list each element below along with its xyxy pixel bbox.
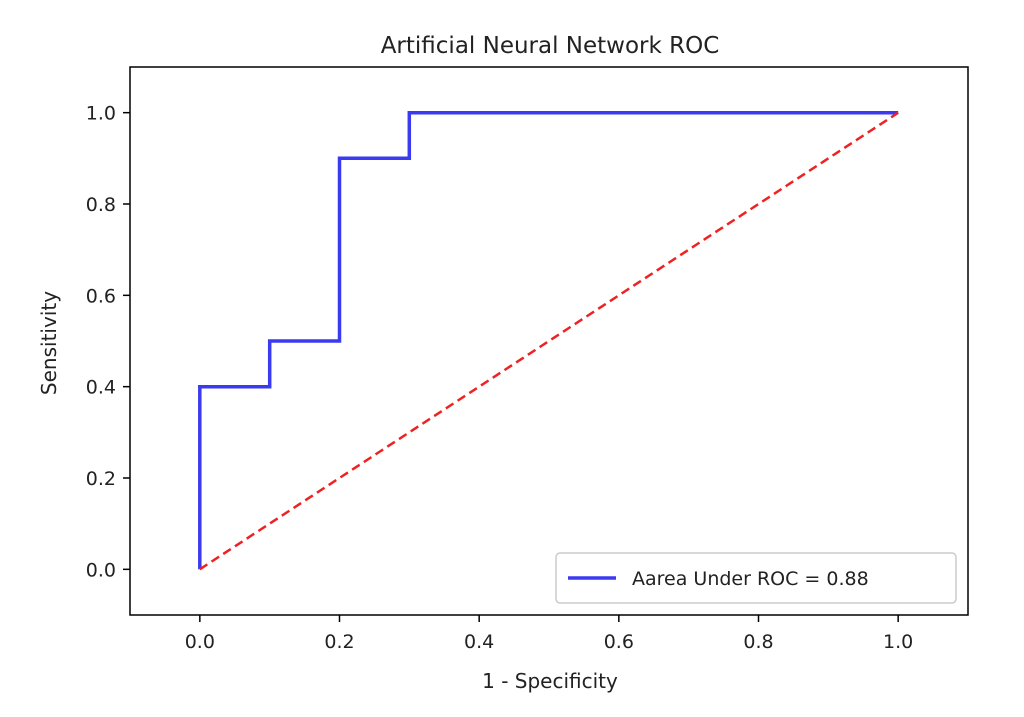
x-tick-label: 0.6: [604, 631, 634, 653]
y-axis-label: Sensitivity: [37, 291, 61, 395]
y-tick-label: 0.6: [86, 285, 116, 307]
y-tick-label: 0.0: [86, 559, 116, 581]
y-tick-label: 1.0: [86, 103, 116, 125]
x-tick-label: 0.4: [464, 631, 494, 653]
chart-title: Artificial Neural Network ROC: [381, 33, 720, 59]
x-tick-label: 1.0: [883, 631, 913, 653]
plot-frame: [129, 66, 969, 616]
legend-box: [555, 552, 957, 604]
x-tick-label: 0.2: [324, 631, 354, 653]
y-tick-label: 0.4: [86, 377, 116, 399]
roc-curve-line: [198, 110, 899, 570]
x-tick-label: 0.8: [743, 631, 773, 653]
legend-label: Aarea Under ROC = 0.88: [632, 568, 869, 590]
y-tick-label: 0.2: [86, 468, 116, 490]
x-axis-label: 1 - Specificity: [482, 669, 618, 693]
x-tick-label: 0.0: [185, 631, 215, 653]
y-tick-label: 0.8: [86, 194, 116, 216]
